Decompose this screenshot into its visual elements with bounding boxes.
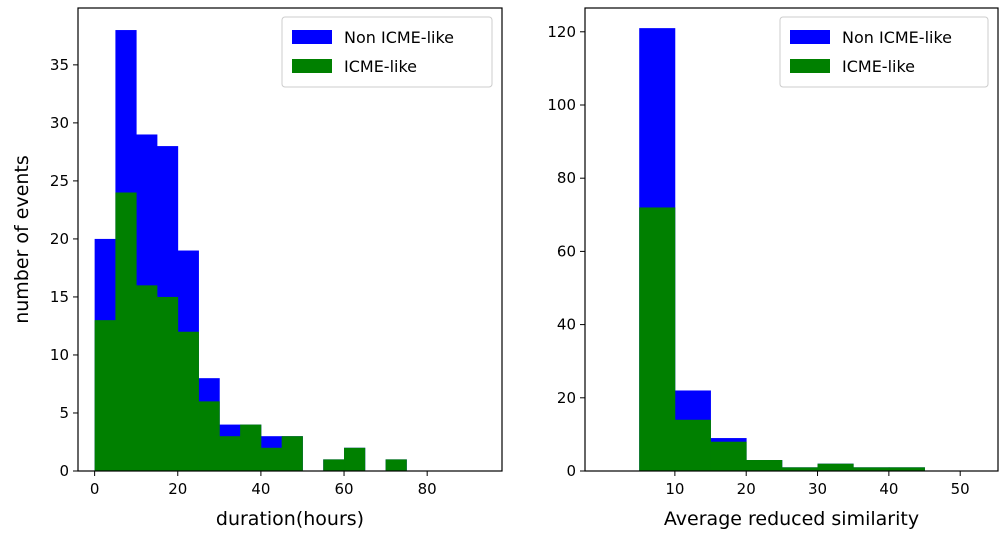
y-tick-label: 20 [557,389,576,407]
x-tick-label: 0 [90,480,100,498]
x-axis-title: Average reduced similarity [664,508,919,530]
y-tick-label: 20 [50,230,69,248]
y-tick-label: 60 [557,242,576,260]
bar-icme-14 [385,459,407,471]
y-tick-label: 0 [59,462,69,480]
bar-icme-2 [710,441,747,471]
legend-label-icme: ICME-like [842,57,915,76]
bar-icme-11 [323,459,345,471]
legend-swatch-non-icme [790,30,830,44]
x-tick-label: 20 [737,480,756,498]
legend-label-non-icme: Non ICME-like [344,28,454,47]
y-axis-title: number of events [11,155,33,324]
legend: Non ICME-like ICME-like [779,16,989,88]
bar-icme-6 [853,467,890,471]
bar-icme-3 [156,296,179,471]
bar-icme-0 [639,207,676,471]
y-tick-label: 35 [50,56,69,74]
x-tick-label: 30 [808,480,827,498]
bar-icme-1 [674,419,711,471]
x-tick-label: 50 [951,480,970,498]
legend-swatch-non-icme [292,30,332,44]
x-tick-label: 20 [168,480,187,498]
legend-box [281,16,493,88]
axes-frame [584,7,999,472]
bar-icme-3 [746,460,783,471]
legend-box [779,16,989,88]
y-tick-label: 10 [50,346,69,364]
bar-icme-9 [281,436,303,471]
bar-icme-5 [198,401,220,471]
legend: Non ICME-like ICME-like [281,16,493,88]
bar-icme-7 [888,467,925,471]
bar-icme-8 [260,447,283,471]
x-tick-label: 80 [418,480,437,498]
bar-icme-1 [115,192,137,471]
axes-frame [77,7,503,472]
legend-label-non-icme: Non ICME-like [842,28,952,47]
similarity-histogram-panel: 10 20 30 40 50 0 20 40 60 80 100 120 Average reduced… [547,7,999,530]
bar-icme-0 [94,320,116,471]
y-tick-label: 15 [50,288,69,306]
x-tick-label: 40 [251,480,270,498]
bar-icme-4 [177,331,199,471]
bar-icme-4 [781,467,818,471]
bar-icme-5 [817,463,854,471]
x-tick-label: 10 [665,480,684,498]
y-tick-label: 25 [50,172,69,190]
bar-icme-6 [219,436,241,471]
y-tick-label: 100 [547,96,576,114]
bar-icme-7 [240,424,262,471]
y-tick-label: 5 [59,404,69,422]
x-axis-title: duration(hours) [216,508,364,530]
x-tick-label: 60 [334,480,353,498]
y-tick-label: 80 [557,169,576,187]
legend-label-icme: ICME-like [344,57,417,76]
y-tick-label: 0 [566,462,576,480]
bar-icme-2 [136,285,158,471]
y-tick-label: 30 [50,114,69,132]
duration-histogram-panel: 0 20 40 60 80 0 5 10 15 20 25 30 35 duration(hours) nu… [11,7,503,530]
y-tick-label: 120 [547,23,576,41]
x-tick-label: 40 [879,480,898,498]
y-tick-label: 40 [557,316,576,334]
legend-swatch-icme [292,59,332,73]
legend-swatch-icme [790,59,830,73]
bar-icme-12 [344,447,366,471]
